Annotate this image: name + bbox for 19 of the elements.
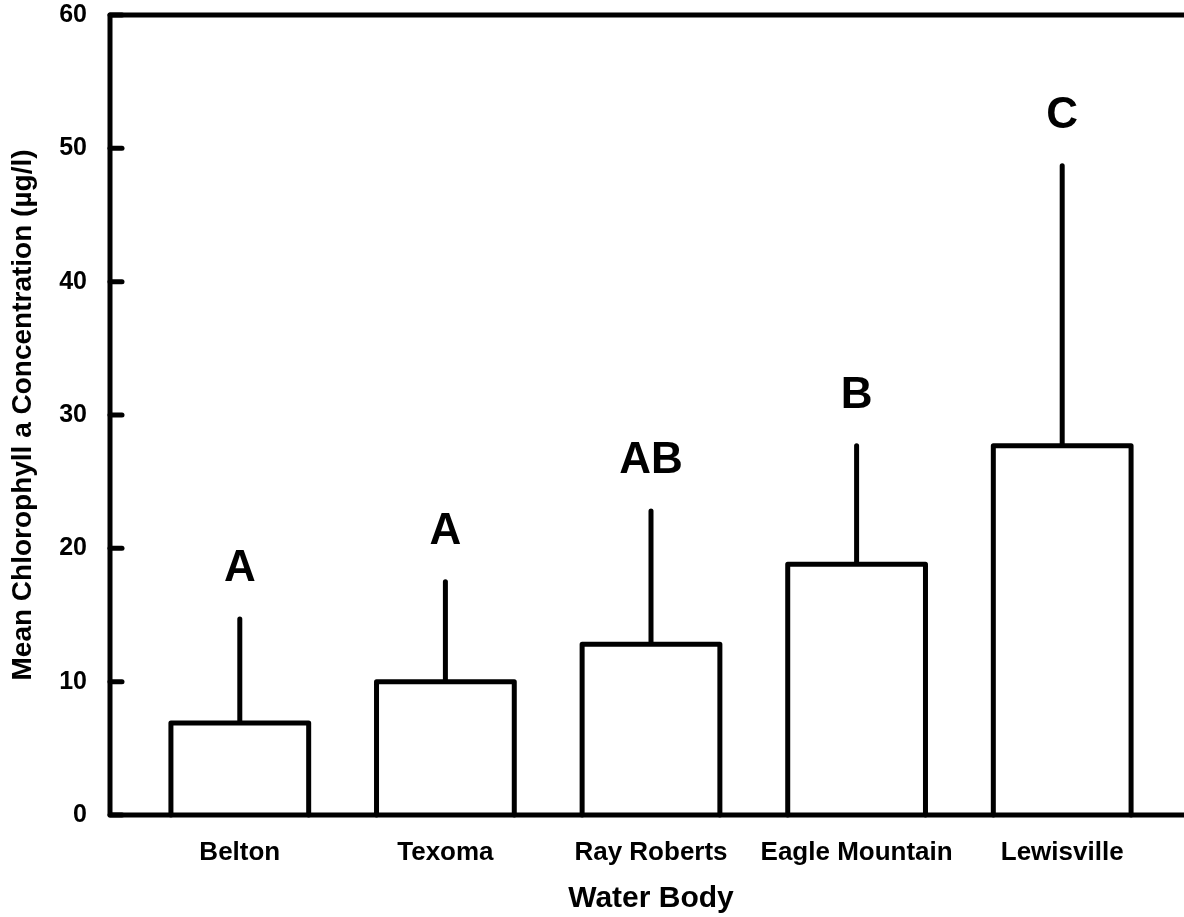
y-tick-label: 40	[59, 265, 87, 294]
annotation: AB	[619, 433, 683, 483]
annotation: C	[1046, 87, 1079, 137]
annotation: A	[223, 541, 256, 591]
y-tick-label: 50	[59, 132, 87, 161]
x-axis-title: Water Body	[568, 880, 735, 914]
y-tick-label: 0	[73, 798, 87, 827]
y-axis-title: Mean Chlorophyll a Concentration (µg/l)	[5, 149, 37, 681]
annotation: A	[429, 503, 462, 553]
y-tick-label: 20	[59, 532, 87, 561]
x-tick-label: Belton	[199, 835, 281, 866]
x-tick-label: Lewisville	[1000, 835, 1124, 866]
annotation: B	[840, 367, 873, 417]
y-tick-label: 10	[59, 665, 87, 694]
x-tick-label: Eagle Mountain	[760, 835, 953, 866]
y-tick-label: 30	[59, 398, 87, 427]
y-tick-label: 60	[59, 0, 87, 27]
x-tick-label: Ray Roberts	[574, 835, 728, 866]
x-tick-label: Texoma	[397, 835, 495, 866]
